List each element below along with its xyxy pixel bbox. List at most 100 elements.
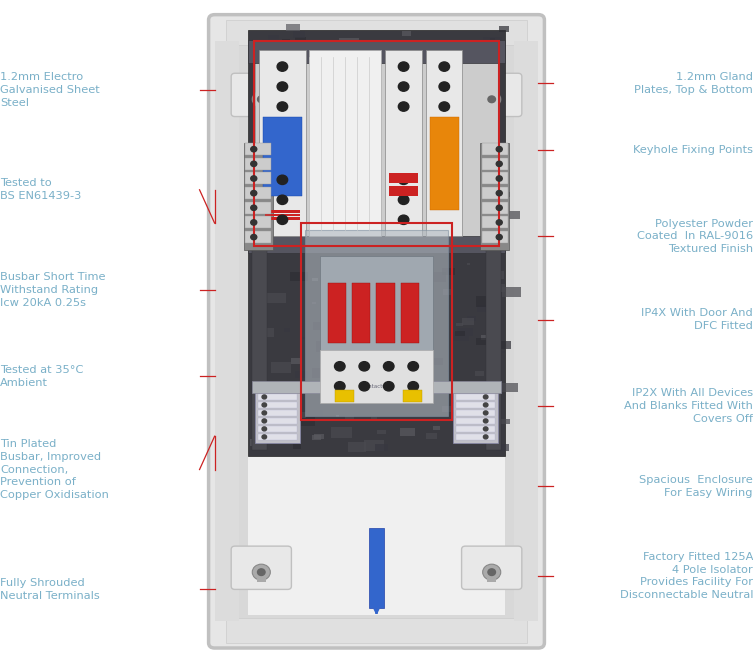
- Bar: [262, 145, 269, 149]
- Bar: [410, 198, 425, 207]
- Text: Tested to
BS EN61439-3: Tested to BS EN61439-3: [0, 178, 81, 201]
- Bar: [389, 173, 418, 183]
- Circle shape: [359, 362, 370, 371]
- Bar: [410, 176, 428, 186]
- Bar: [377, 200, 396, 210]
- Circle shape: [488, 569, 495, 575]
- Bar: [328, 283, 346, 343]
- Bar: [343, 348, 352, 353]
- Circle shape: [262, 395, 267, 399]
- Circle shape: [251, 205, 257, 210]
- Circle shape: [496, 190, 502, 196]
- Bar: [312, 302, 316, 304]
- Circle shape: [496, 234, 502, 240]
- Circle shape: [483, 419, 488, 423]
- Bar: [245, 187, 271, 199]
- Circle shape: [252, 564, 270, 580]
- Bar: [431, 129, 438, 132]
- Bar: [373, 61, 390, 70]
- Bar: [324, 268, 343, 277]
- Bar: [463, 166, 468, 168]
- Bar: [456, 402, 495, 408]
- Bar: [401, 31, 411, 36]
- Bar: [245, 143, 271, 155]
- Circle shape: [398, 175, 409, 184]
- FancyBboxPatch shape: [462, 73, 522, 117]
- Circle shape: [483, 435, 488, 439]
- Bar: [245, 172, 271, 184]
- Bar: [299, 144, 316, 153]
- Bar: [411, 160, 422, 166]
- Bar: [258, 434, 297, 440]
- Bar: [281, 384, 296, 392]
- Bar: [386, 247, 390, 250]
- Bar: [417, 265, 427, 270]
- Bar: [394, 205, 404, 210]
- Bar: [309, 159, 322, 165]
- Bar: [270, 362, 291, 373]
- Bar: [431, 103, 445, 111]
- Bar: [268, 35, 279, 41]
- Bar: [386, 107, 395, 112]
- FancyBboxPatch shape: [209, 15, 544, 648]
- Bar: [477, 91, 482, 93]
- Circle shape: [252, 91, 270, 107]
- Bar: [364, 61, 378, 68]
- Bar: [267, 293, 286, 304]
- Bar: [490, 284, 505, 292]
- Bar: [257, 66, 262, 69]
- Bar: [490, 39, 495, 41]
- Bar: [258, 394, 297, 400]
- Bar: [257, 96, 266, 109]
- Bar: [258, 418, 297, 424]
- Bar: [482, 231, 508, 243]
- Bar: [364, 440, 384, 451]
- Bar: [505, 211, 520, 220]
- Circle shape: [251, 161, 257, 166]
- Bar: [370, 165, 383, 172]
- Circle shape: [483, 411, 488, 415]
- Circle shape: [496, 161, 502, 166]
- Bar: [385, 50, 422, 236]
- Bar: [403, 212, 419, 220]
- Circle shape: [262, 427, 267, 431]
- Bar: [312, 278, 318, 281]
- Bar: [465, 123, 475, 129]
- Text: Factory Fitted 125A
4 Pole Isolator
Provides Facility For
Disconnectable Neutral: Factory Fitted 125A 4 Pole Isolator Prov…: [620, 552, 753, 600]
- Bar: [271, 186, 283, 192]
- Bar: [389, 150, 410, 161]
- Circle shape: [277, 82, 288, 91]
- Bar: [245, 202, 271, 214]
- Bar: [265, 210, 300, 213]
- Bar: [486, 236, 501, 450]
- Bar: [487, 109, 492, 112]
- Circle shape: [483, 403, 488, 407]
- Bar: [374, 444, 388, 452]
- Bar: [352, 283, 370, 343]
- Bar: [248, 48, 505, 615]
- Bar: [425, 434, 437, 440]
- Bar: [376, 280, 395, 290]
- Bar: [456, 410, 495, 416]
- Circle shape: [251, 234, 257, 240]
- Bar: [249, 439, 264, 446]
- Bar: [294, 412, 306, 418]
- Circle shape: [439, 82, 450, 91]
- Bar: [474, 129, 483, 134]
- Bar: [397, 308, 401, 310]
- Bar: [293, 155, 305, 162]
- Circle shape: [383, 382, 394, 391]
- Bar: [438, 121, 453, 129]
- Bar: [344, 42, 361, 51]
- Bar: [255, 43, 498, 243]
- Bar: [361, 64, 373, 71]
- Bar: [370, 418, 377, 421]
- Bar: [395, 395, 408, 402]
- Bar: [514, 41, 538, 621]
- Bar: [310, 410, 323, 416]
- Bar: [320, 350, 433, 403]
- Bar: [273, 189, 282, 194]
- Bar: [355, 52, 368, 59]
- Bar: [349, 93, 367, 103]
- Bar: [501, 351, 505, 353]
